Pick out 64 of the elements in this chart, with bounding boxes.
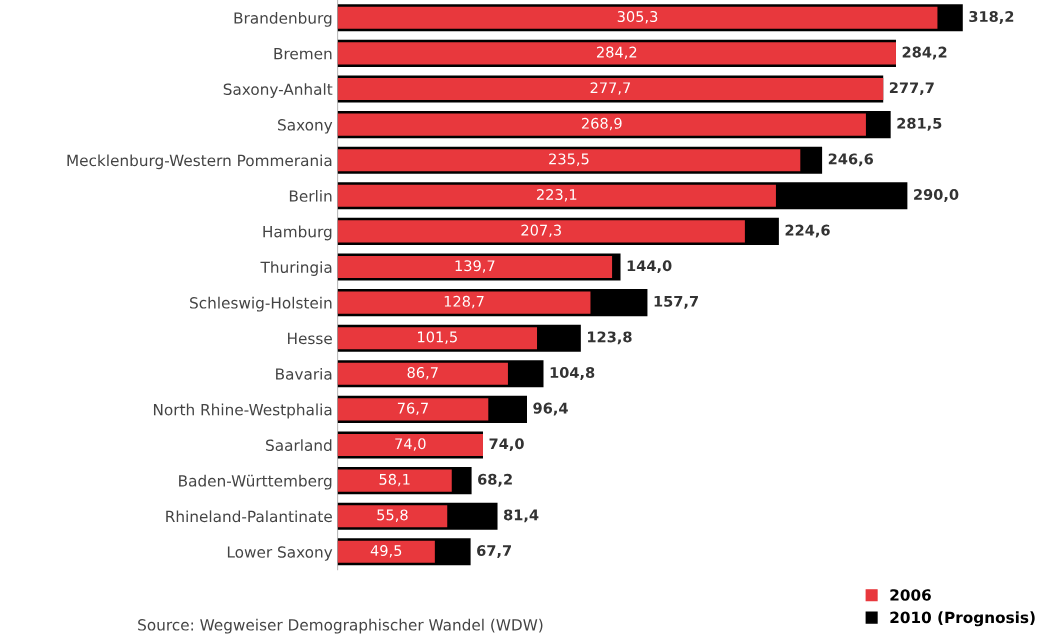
bar bbox=[337, 398, 489, 421]
bar bbox=[337, 255, 613, 279]
data-label: 58,1 bbox=[379, 473, 410, 487]
data-label: 104,8 bbox=[550, 367, 595, 380]
data-label: 49,5 bbox=[370, 545, 402, 558]
y-tick-label: Hamburg bbox=[263, 225, 332, 241]
y-tick-label: Rhineland-Palantinate bbox=[166, 510, 332, 523]
y-tick-label: Berlin bbox=[289, 190, 332, 202]
data-label: 235,5 bbox=[549, 153, 589, 166]
data-label: 74,0 bbox=[489, 438, 524, 452]
bar bbox=[337, 184, 776, 207]
bar bbox=[337, 469, 452, 492]
data-label: 123,8 bbox=[588, 331, 632, 345]
y-tick-label: Thuringia bbox=[260, 261, 332, 276]
data-label: 281,5 bbox=[897, 117, 942, 131]
data-label: 318,2 bbox=[969, 11, 1014, 24]
y-tick-label: Schleswig-Holstein bbox=[190, 296, 332, 312]
data-label: 144,0 bbox=[627, 260, 672, 274]
y-tick-label: Bavaria bbox=[276, 368, 332, 380]
data-label: 67,7 bbox=[477, 545, 511, 558]
data-label: 128,7 bbox=[444, 295, 484, 309]
data-label: 207,3 bbox=[521, 224, 561, 238]
data-label: 223,1 bbox=[536, 189, 577, 202]
y-tick-label: Baden-Württemberg bbox=[179, 474, 332, 490]
data-label: 284,2 bbox=[596, 46, 637, 60]
bar bbox=[337, 149, 801, 172]
data-label: 101,5 bbox=[418, 331, 457, 344]
y-tick-label: Saxony-Anhalt bbox=[223, 83, 333, 98]
bar bbox=[337, 291, 591, 314]
y-tick-label: Lower Saxony bbox=[227, 546, 333, 561]
data-label: 268,9 bbox=[581, 117, 622, 131]
data-label: 81,4 bbox=[503, 509, 539, 523]
y-tick-label: Hesse bbox=[288, 332, 332, 345]
bar bbox=[337, 505, 448, 528]
y-tick-label: Bremen bbox=[274, 48, 332, 60]
data-label: 277,7 bbox=[590, 82, 631, 95]
bar bbox=[337, 362, 508, 385]
y-tick-label: Saxony bbox=[278, 119, 333, 134]
data-label: 246,6 bbox=[828, 153, 874, 167]
data-label: 86,7 bbox=[407, 367, 438, 380]
y-tick-label: North Rhine-Westphalia bbox=[153, 403, 332, 419]
data-label: 305,3 bbox=[617, 11, 658, 24]
bar bbox=[337, 540, 435, 563]
y-tick-label: Saarland bbox=[266, 439, 332, 452]
data-label: 76,7 bbox=[397, 402, 428, 416]
data-label: 74,0 bbox=[395, 438, 426, 451]
bar bbox=[337, 6, 938, 29]
bar bbox=[337, 220, 745, 243]
data-label: 139,7 bbox=[455, 260, 495, 273]
data-label: 55,8 bbox=[377, 509, 408, 522]
data-label: 68,2 bbox=[478, 473, 512, 487]
data-label: 96,4 bbox=[533, 402, 568, 416]
bar bbox=[337, 327, 538, 350]
data-label: 284,2 bbox=[902, 46, 947, 60]
y-tick-label: Brandenburg bbox=[234, 12, 332, 27]
data-label: 277,7 bbox=[889, 82, 934, 96]
legend-label: 2006 bbox=[890, 589, 931, 601]
y-tick-label: Mecklenburg-Western Pommerania bbox=[67, 154, 332, 170]
source-note: Source: Wegweiser Demographischer Wandel (WDW) bbox=[138, 618, 543, 634]
bar bbox=[337, 113, 866, 136]
data-label: 157,7 bbox=[654, 295, 698, 309]
legend-label: 2010 (Prognosis) bbox=[890, 611, 1035, 627]
data-label: 224,6 bbox=[785, 224, 830, 238]
data-label: 290,0 bbox=[914, 189, 959, 202]
